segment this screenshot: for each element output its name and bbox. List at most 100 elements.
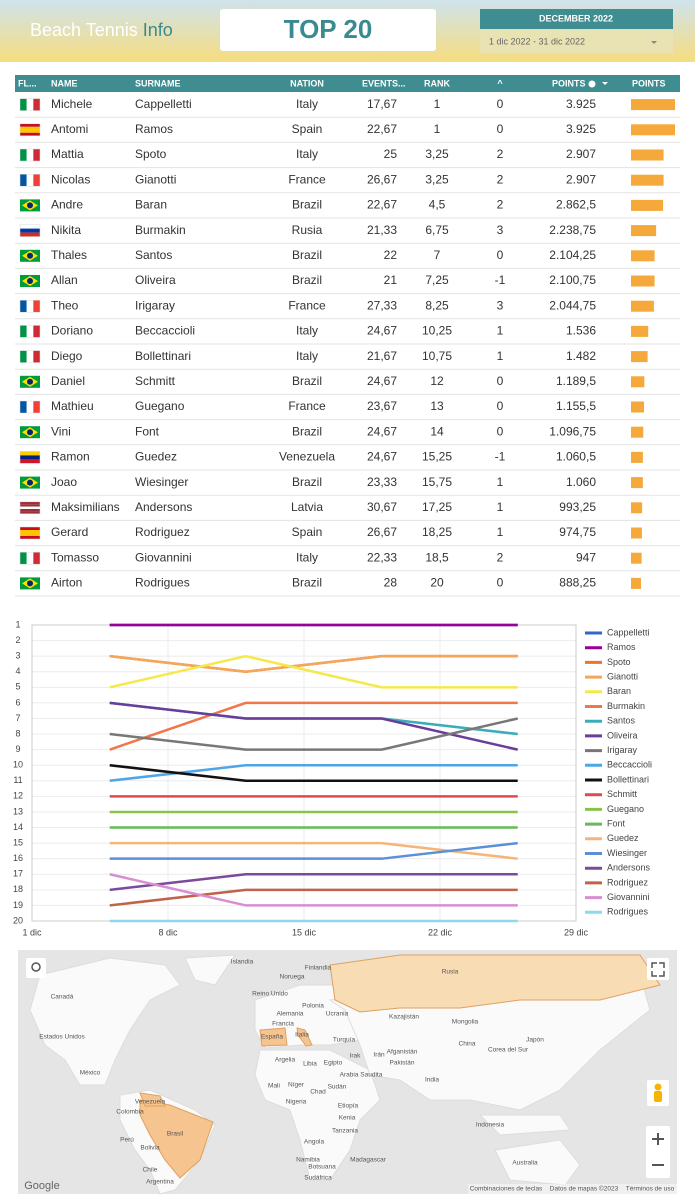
map-label: Polonia	[302, 1003, 324, 1010]
legend-label: Ramos	[607, 642, 636, 652]
legend-label: Wiesinger	[607, 848, 647, 858]
flag	[20, 451, 40, 456]
cell: Daniel	[51, 374, 85, 388]
cell: Baran	[135, 198, 167, 212]
flag	[33, 552, 40, 565]
cell: 2.104,25	[549, 248, 596, 262]
cell: Tomasso	[51, 550, 99, 564]
dropdown-arrow[interactable]	[651, 41, 657, 44]
cell: 0	[497, 122, 504, 136]
flag	[26, 325, 34, 338]
flag	[33, 98, 40, 111]
cell: Andre	[51, 198, 83, 212]
map-footer-link[interactable]: Combinaciones de teclas	[470, 1186, 543, 1193]
cell: 2.100,75	[549, 273, 596, 287]
map-label: Turquía	[333, 1037, 356, 1044]
cell: Ramos	[135, 122, 173, 136]
cell: Doriano	[51, 324, 93, 338]
map-label: China	[459, 1041, 476, 1048]
cell: 0	[497, 97, 504, 111]
map-label: Islandia	[231, 959, 254, 966]
x-tick-label: 22 dic	[428, 927, 453, 937]
y-tick-label: 13	[13, 806, 23, 816]
flag	[20, 123, 40, 127]
map-label: Colombia	[116, 1109, 144, 1116]
points-bar	[631, 451, 643, 463]
cell: 2.907	[566, 147, 596, 161]
cell: 1	[497, 349, 504, 363]
map-label: Madagascar	[350, 1157, 387, 1164]
zoom-icons[interactable]	[652, 1133, 664, 1166]
cell: Maksimilians	[51, 500, 120, 514]
y-tick-label: 9	[15, 744, 20, 754]
map-footer-link[interactable]: Datos de mapas ©2023	[550, 1185, 619, 1193]
flag	[27, 479, 33, 486]
points-bar	[631, 552, 642, 564]
map-label: Sudáfrica	[304, 1175, 332, 1182]
location-icon[interactable]	[31, 962, 41, 972]
date-range[interactable]: 1 dic 2022 - 31 dic 2022	[489, 36, 585, 46]
legend-label: Baran	[607, 686, 631, 696]
map-label: Arabia Saudita	[340, 1072, 383, 1079]
date-picker[interactable]	[480, 31, 673, 53]
footer-bar	[468, 1184, 677, 1194]
cell: Guedez	[135, 450, 177, 464]
map-label: Reino Unido	[252, 991, 288, 998]
cell: 1	[497, 475, 504, 489]
flag-border	[19, 148, 41, 162]
cell: 6,75	[425, 223, 449, 237]
cell: Italy	[296, 349, 318, 363]
land	[328, 974, 651, 1111]
fullscreen-icon[interactable]	[651, 962, 665, 977]
points-bar	[631, 477, 643, 489]
location-button[interactable]	[26, 958, 46, 978]
cell: 15,25	[422, 450, 452, 464]
legend-label: Schmitt	[607, 789, 638, 799]
legend-label: Guegano	[607, 804, 644, 814]
points-bar	[631, 426, 644, 438]
map-footer-link[interactable]: Términos de uso	[626, 1186, 675, 1193]
cell: 4,5	[429, 198, 446, 212]
series-line	[109, 654, 518, 673]
flag-border	[19, 400, 41, 414]
cell: Joao	[51, 475, 77, 489]
title-box	[220, 9, 436, 51]
cell: Nikita	[51, 223, 81, 237]
y-tick-label: 2	[15, 635, 20, 645]
cell: 28	[384, 576, 398, 590]
cell: 22,67	[367, 198, 397, 212]
flag	[27, 278, 33, 284]
flag	[20, 126, 40, 130]
flag	[27, 580, 33, 587]
cell: Brazil	[292, 475, 322, 489]
legend-label: Bollettinari	[607, 774, 649, 784]
cell: 18,25	[422, 525, 452, 539]
map-label: Indonesia	[476, 1122, 505, 1129]
pegman-body[interactable]	[654, 1091, 662, 1102]
flag	[20, 509, 40, 512]
cell: Allan	[51, 273, 78, 287]
cell: France	[288, 399, 326, 413]
cell: 20	[430, 576, 444, 590]
map-label: Alemania	[276, 1011, 303, 1018]
pegman-head[interactable]	[654, 1083, 662, 1091]
fullscreen-button[interactable]	[647, 958, 669, 980]
y-tick-label: 19	[13, 900, 23, 910]
highlight-russia	[329, 954, 661, 1013]
legend-label: Irigaray	[607, 745, 638, 755]
cell: 1	[497, 324, 504, 338]
cell: 24,67	[367, 424, 397, 438]
points-bar	[631, 149, 664, 161]
x-tick-label: 8 dic	[158, 927, 178, 937]
column-header: RANK	[424, 78, 450, 88]
cell: Beccaccioli	[135, 324, 195, 338]
cell: 3	[497, 298, 504, 312]
flag	[26, 98, 34, 111]
y-tick-label: 20	[13, 915, 23, 925]
cell: Gianotti	[135, 172, 176, 186]
map-label: Francia	[272, 1021, 294, 1028]
map-label: Ucrania	[326, 1011, 349, 1018]
map-label: Argentina	[146, 1179, 174, 1186]
